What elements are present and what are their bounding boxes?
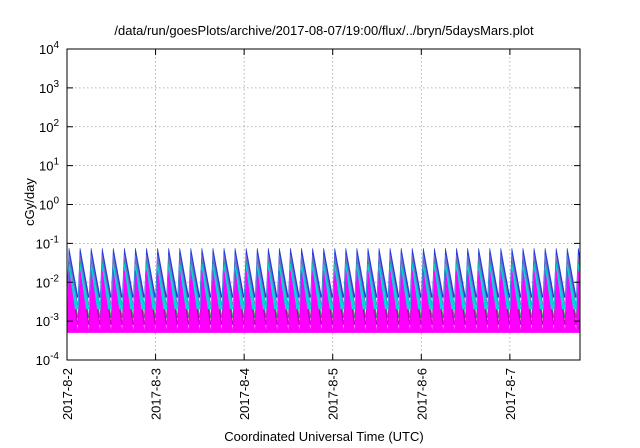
y-axis-label: cGy/day: [22, 178, 37, 226]
x-axis-label: Coordinated Universal Time (UTC): [224, 429, 423, 444]
y-tick-label: 101: [39, 157, 59, 174]
y-tick-label: 10-2: [36, 273, 60, 290]
y-tick-label: 102: [39, 118, 59, 135]
y-tick-label: 10-4: [36, 351, 60, 368]
series-layer: [67, 248, 580, 333]
x-tick-label: 2017-8-2: [60, 368, 75, 420]
y-tick-label: 103: [39, 79, 59, 96]
y-tick-label: 100: [39, 196, 59, 213]
y-tick-label: 10-1: [36, 234, 60, 251]
x-tick-label: 2017-8-5: [326, 368, 341, 420]
y-tick-label: 104: [39, 40, 59, 57]
x-tick-label: 2017-8-7: [503, 368, 518, 420]
y-tick-label: 10-3: [36, 312, 60, 329]
y-axis: 10-4 10-3 10-2 10-1 100 101 102 103 104: [36, 40, 580, 368]
x-axis: 2017-8-2 2017-8-3 2017-8-4 2017-8-5 2017-8-6…: [60, 49, 518, 420]
series-area: [67, 270, 580, 333]
chart-title: /data/run/goesPlots/archive/2017-08-07/1…: [114, 23, 534, 38]
x-tick-label: 2017-8-6: [414, 368, 429, 420]
x-tick-label: 2017-8-3: [149, 368, 164, 420]
x-tick-label: 2017-8-4: [237, 368, 252, 420]
